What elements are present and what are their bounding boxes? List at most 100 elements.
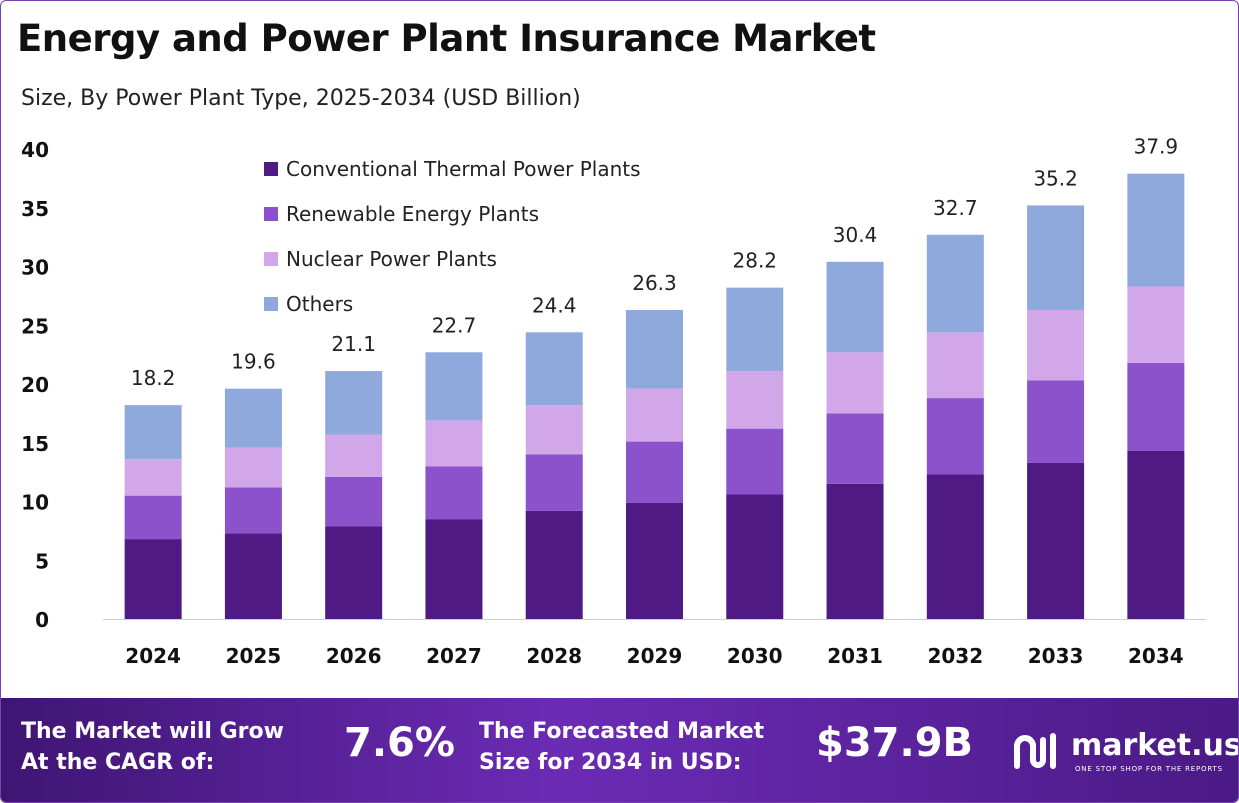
summary-banner: The Market will Grow At the CAGR of: 7.6…: [1, 698, 1238, 802]
bar-segment-others: [525, 332, 583, 406]
x-tick-label: 2034: [1128, 644, 1184, 668]
x-tick-label: 2033: [1028, 644, 1084, 668]
forecast-label-line2: Size for 2034 in USD:: [479, 750, 742, 775]
legend-label: Conventional Thermal Power Plants: [286, 157, 641, 181]
bar-segment-nuclear-power-plants: [826, 352, 884, 414]
bar-segment-others: [1027, 205, 1085, 310]
bar-segment-nuclear-power-plants: [525, 405, 583, 455]
bar-segment-renewable-energy-plants: [525, 454, 583, 511]
chart-title: Energy and Power Plant Insurance Market: [17, 17, 876, 60]
bar-segment-conventional-thermal-power-plants: [1127, 450, 1185, 619]
bar-total-label: 24.4: [532, 293, 577, 317]
bar-total-label: 21.1: [331, 332, 376, 356]
bar-segment-conventional-thermal-power-plants: [525, 510, 583, 619]
bar-segment-renewable-energy-plants: [1027, 380, 1085, 463]
bar-segment-others: [124, 405, 182, 460]
x-tick-label: 2027: [426, 644, 482, 668]
legend-label: Nuclear Power Plants: [286, 247, 497, 271]
x-tick-label: 2026: [326, 644, 382, 668]
y-tick-label: 0: [35, 608, 49, 632]
bar-segment-others: [224, 388, 282, 448]
legend-label: Others: [286, 292, 353, 316]
forecast-label-line1: The Forecasted Market: [479, 719, 765, 744]
bar-segment-conventional-thermal-power-plants: [826, 483, 884, 619]
logo-tagline: ONE STOP SHOP FOR THE REPORTS: [1075, 765, 1223, 773]
cagr-value: 7.6%: [344, 720, 455, 766]
bar-segment-nuclear-power-plants: [626, 388, 683, 442]
bar-total-label: 37.9: [1134, 135, 1179, 159]
forecast-label: The Forecasted Market Size for 2034 in U…: [479, 716, 764, 778]
y-tick-label: 25: [21, 314, 49, 338]
bar-segment-renewable-energy-plants: [626, 441, 683, 503]
y-tick-label: 30: [21, 256, 49, 280]
legend-swatch: [264, 297, 278, 311]
forecast-value: $37.9B: [816, 720, 974, 766]
bar-total-label: 35.2: [1033, 166, 1078, 190]
bar-segment-renewable-energy-plants: [224, 487, 282, 534]
market-us-logo-icon: [1014, 733, 1056, 769]
x-tick-label: 2032: [927, 644, 983, 668]
x-tick-label: 2029: [627, 644, 683, 668]
bar-segment-renewable-energy-plants: [726, 428, 784, 495]
logo-name: market.us: [1071, 728, 1239, 763]
bar-total-label: 32.7: [933, 196, 978, 220]
bar-segment-others: [325, 371, 383, 435]
y-tick-label: 15: [21, 432, 49, 456]
bar-segment-conventional-thermal-power-plants: [926, 474, 984, 619]
bar-segment-conventional-thermal-power-plants: [224, 533, 282, 619]
bar-segment-conventional-thermal-power-plants: [425, 519, 483, 619]
bar-segment-nuclear-power-plants: [224, 447, 282, 488]
legend-swatch: [264, 207, 278, 221]
stacked-bar-chart: 051015202530354018.2202419.6202521.12026…: [21, 135, 1206, 668]
x-tick-label: 2028: [526, 644, 582, 668]
bar-segment-conventional-thermal-power-plants: [124, 539, 182, 619]
bar-segment-conventional-thermal-power-plants: [325, 526, 383, 619]
bar-segment-others: [726, 287, 784, 372]
bar-total-label: 30.4: [833, 223, 878, 247]
bar-segment-renewable-energy-plants: [325, 476, 383, 527]
bar-segment-others: [425, 352, 483, 421]
x-tick-label: 2030: [727, 644, 783, 668]
bar-segment-others: [826, 261, 884, 353]
legend-label: Renewable Energy Plants: [286, 202, 539, 226]
y-tick-label: 35: [21, 197, 49, 221]
y-tick-label: 10: [21, 491, 49, 515]
x-tick-label: 2024: [125, 644, 181, 668]
cagr-label-line2: At the CAGR of:: [21, 750, 215, 775]
bar-segment-nuclear-power-plants: [425, 420, 483, 467]
y-tick-label: 5: [35, 549, 49, 573]
bar-segment-others: [626, 309, 683, 389]
bar-total-label: 28.2: [733, 249, 778, 273]
bar-segment-renewable-energy-plants: [425, 466, 483, 520]
bar-segment-conventional-thermal-power-plants: [1027, 462, 1085, 619]
bar-total-label: 19.6: [231, 350, 276, 374]
bar-segment-nuclear-power-plants: [124, 459, 182, 496]
bar-segment-nuclear-power-plants: [926, 332, 984, 399]
y-tick-label: 40: [21, 138, 49, 162]
bar-segment-renewable-energy-plants: [124, 495, 182, 540]
bar-total-label: 26.3: [632, 271, 677, 295]
bar-segment-nuclear-power-plants: [325, 434, 383, 477]
bar-segment-nuclear-power-plants: [1027, 309, 1085, 381]
bar-segment-renewable-energy-plants: [826, 413, 884, 484]
cagr-label-line1: The Market will Grow: [21, 719, 284, 744]
bar-segment-renewable-energy-plants: [926, 398, 984, 475]
bar-segment-conventional-thermal-power-plants: [626, 502, 683, 619]
bar-total-label: 18.2: [131, 366, 176, 390]
chart-subtitle: Size, By Power Plant Type, 2025-2034 (US…: [21, 86, 581, 111]
bar-segment-others: [1127, 173, 1185, 287]
legend-swatch: [264, 252, 278, 266]
y-tick-label: 20: [21, 373, 49, 397]
bar-segment-nuclear-power-plants: [1127, 286, 1185, 363]
market-us-logo: market.us ONE STOP SHOP FOR THE REPORTS: [1013, 726, 1238, 786]
cagr-label: The Market will Grow At the CAGR of:: [21, 716, 284, 778]
x-tick-label: 2025: [226, 644, 282, 668]
bar-segment-conventional-thermal-power-plants: [726, 494, 784, 619]
bar-segment-others: [926, 234, 984, 333]
bar-segment-nuclear-power-plants: [726, 371, 784, 429]
legend-swatch: [264, 162, 278, 176]
bar-segment-renewable-energy-plants: [1127, 362, 1185, 451]
bar-total-label: 22.7: [432, 313, 477, 337]
x-tick-label: 2031: [827, 644, 883, 668]
